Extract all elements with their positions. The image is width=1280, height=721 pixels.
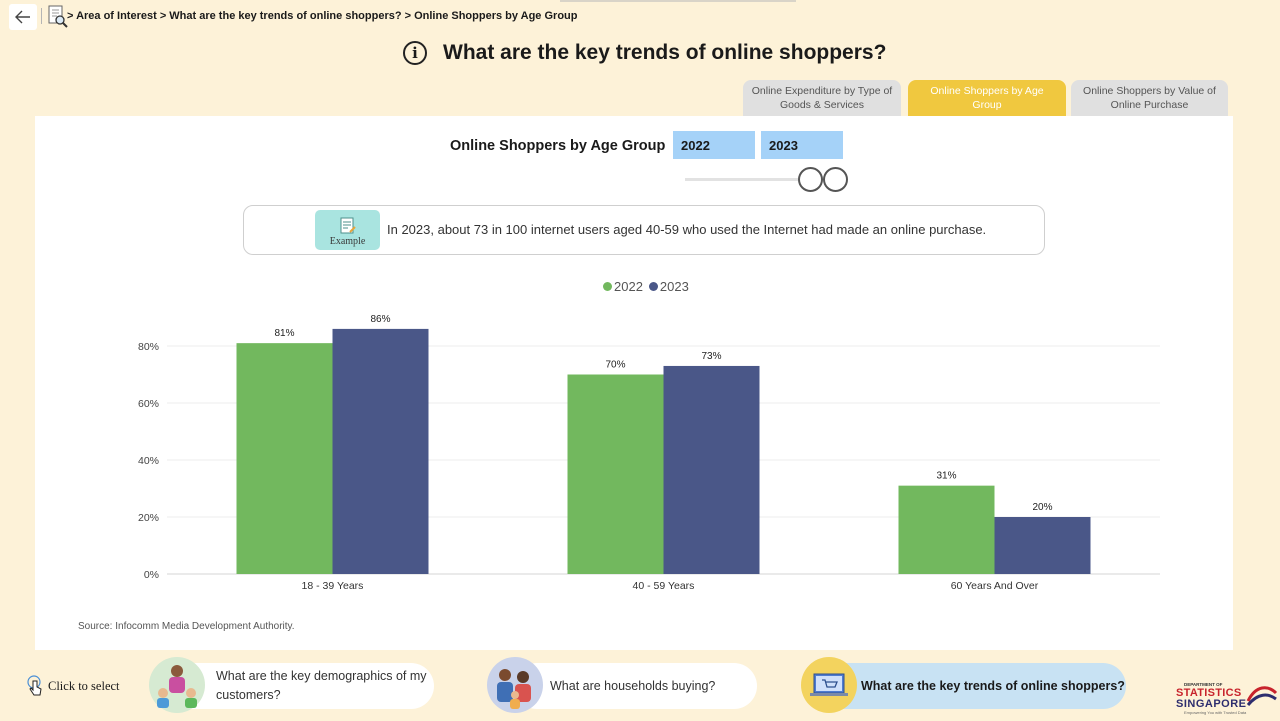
nav-demographics[interactable]: What are the key demographics of my cust… <box>160 663 434 709</box>
y-tick-label: 40% <box>138 455 159 467</box>
year-from-box[interactable]: 2022 <box>673 131 755 159</box>
year-to-box[interactable]: 2023 <box>761 131 843 159</box>
legend-label-2023: 2023 <box>659 279 689 294</box>
tab-online-shoppers-age-group[interactable]: Online Shoppers by Age Group <box>908 80 1066 116</box>
demographics-illustration-icon <box>149 657 205 713</box>
data-label: 70% <box>605 360 625 371</box>
data-label: 20% <box>1032 502 1052 513</box>
example-text: In 2023, about 73 in 100 internet users … <box>387 222 987 237</box>
click-to-select-hint: Click to select <box>26 675 120 697</box>
legend-label-2022: 2022 <box>614 279 643 294</box>
bar-2023 <box>332 328 429 574</box>
y-tick-label: 80% <box>138 341 159 353</box>
toolbar-divider <box>41 8 42 24</box>
example-badge: Example <box>315 210 380 250</box>
bar-2022 <box>898 485 995 574</box>
x-tick-label: 18 - 39 Years <box>302 580 364 592</box>
logo-tagline: Empowering You with Trusted Data <box>1184 710 1247 715</box>
bar-chart: 0% 20% 40% 60% 80% 81% 86% 18 - 39 Years 70% 73% 4… <box>138 314 1160 592</box>
year-slider-track[interactable] <box>685 178 835 181</box>
example-card: Example In 2023, about 73 in 100 interne… <box>243 205 1045 255</box>
x-tick-label: 60 Years And Over <box>951 580 1039 592</box>
example-label: Example <box>329 236 366 247</box>
bar-2023 <box>994 517 1091 574</box>
laptop-cart-icon <box>801 657 857 713</box>
data-label: 81% <box>274 328 294 339</box>
page-title-row: i What are the key trends of online shop… <box>403 41 886 65</box>
data-label: 73% <box>701 351 721 362</box>
bar-2022 <box>236 343 333 574</box>
info-icon[interactable]: i <box>403 41 427 65</box>
pointer-hand-icon <box>27 675 42 696</box>
y-tick-label: 20% <box>138 512 159 524</box>
legend-dot-2022 <box>603 282 612 291</box>
y-tick-label: 0% <box>144 569 159 581</box>
data-label: 31% <box>936 471 956 482</box>
dos-singapore-logo: DEPARTMENT OF STATISTICS SINGAPORE Empow… <box>1172 682 1278 718</box>
logo-statistics: STATISTICS <box>1176 687 1242 699</box>
document-edit-icon <box>340 217 356 234</box>
logo-small-text: DEPARTMENT OF <box>1184 682 1223 687</box>
nav-households[interactable]: What are households buying? <box>514 663 757 709</box>
chart-heading: Online Shoppers by Age Group <box>450 138 666 154</box>
nav-online-shoppers[interactable]: What are the key trends of online shoppe… <box>820 663 1126 709</box>
legend-dot-2023 <box>648 282 658 291</box>
households-illustration-icon <box>487 657 543 713</box>
arrow-left-icon <box>15 10 30 24</box>
logo-swoosh-icon <box>1246 686 1278 706</box>
logo-singapore: SINGAPORE <box>1176 698 1247 710</box>
nav-online-shoppers-label: What are the key trends of online shoppe… <box>861 679 1125 693</box>
year-slider-handle-start[interactable] <box>798 167 823 192</box>
document-search-icon <box>48 5 68 28</box>
data-label: 86% <box>370 314 390 325</box>
source-note: Source: Infocomm Media Development Autho… <box>78 621 295 632</box>
bar-2022 <box>567 374 664 574</box>
tab-online-shoppers-value[interactable]: Online Shoppers by Value of Online Purch… <box>1071 80 1228 116</box>
year-slider-handle-end[interactable] <box>823 167 848 192</box>
click-to-select-label: Click to select <box>48 678 120 693</box>
nav-households-label: What are households buying? <box>550 679 716 693</box>
top-strip <box>560 0 796 2</box>
tab-online-expenditure[interactable]: Online Expenditure by Type of Goods & Se… <box>743 80 901 116</box>
chart-legend: 2022 2023 <box>603 279 689 294</box>
main-panel: Online Shoppers by Age Group 2022 2023 E… <box>35 116 1233 650</box>
nav-demographics-label: What are the key demographics of my cust… <box>216 669 427 702</box>
x-tick-label: 40 - 59 Years <box>633 580 695 592</box>
legend-item-2023[interactable]: 2023 <box>648 279 689 294</box>
y-tick-label: 60% <box>138 398 159 410</box>
back-button[interactable] <box>9 4 37 30</box>
breadcrumb[interactable]: > Area of Interest > What are the key tr… <box>67 10 578 22</box>
legend-item-2022[interactable]: 2022 <box>603 279 643 294</box>
bar-2023 <box>663 365 760 574</box>
page-title: What are the key trends of online shoppe… <box>443 41 887 64</box>
